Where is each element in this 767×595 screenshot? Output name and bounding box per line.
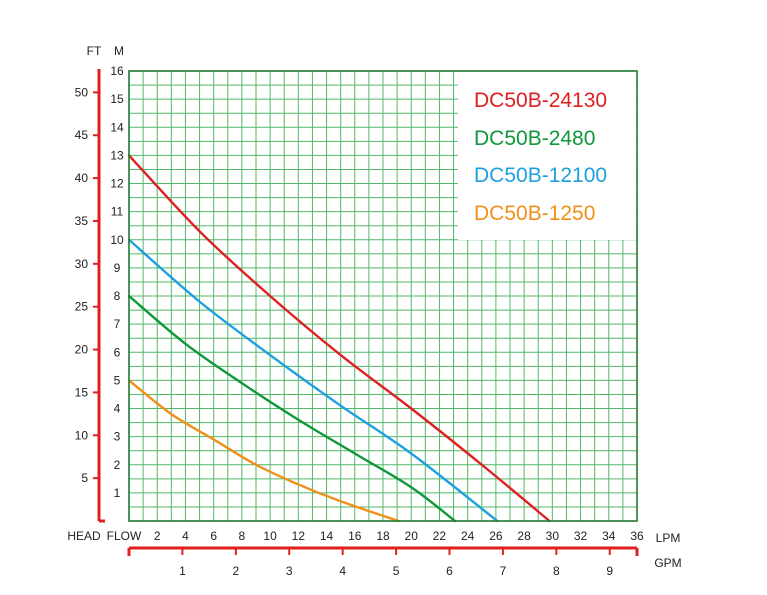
curve-dc50b-1250 <box>127 379 400 523</box>
legend: DC50B-24130 DC50B-2480 DC50B-12100 DC50B-12… <box>474 89 607 225</box>
m-tick-label: 14 <box>110 120 124 134</box>
gpm-tick-label: 3 <box>286 564 293 578</box>
lpm-tick-label: 28 <box>517 529 531 543</box>
m-tick-label: 7 <box>114 317 121 331</box>
lpm-tick-label: 32 <box>574 529 588 543</box>
legend-background <box>458 72 636 240</box>
plot-frame <box>128 70 638 522</box>
gpm-unit-label: GPM <box>654 556 681 570</box>
m-tick-label: 2 <box>114 458 121 472</box>
m-tick-label: 4 <box>114 402 121 416</box>
legend-item-dc50b-12100: DC50B-12100 <box>474 164 607 187</box>
lpm-tick-label: 20 <box>405 529 419 543</box>
m-tick-label: 15 <box>110 92 124 106</box>
performance-curves <box>127 154 551 523</box>
gpm-tick-label: 8 <box>553 564 560 578</box>
lpm-tick-label: 24 <box>461 529 475 543</box>
gpm-tick-label: 1 <box>179 564 186 578</box>
m-tick-label: 9 <box>114 261 121 275</box>
legend-item-dc50b-1250: DC50B-1250 <box>474 202 595 225</box>
lpm-tick-label: 30 <box>546 529 560 543</box>
ft-tick-label: 35 <box>75 214 89 228</box>
lpm-tick-label: 16 <box>348 529 362 543</box>
ft-tick-label: 25 <box>75 300 89 314</box>
m-tick-label: 3 <box>114 430 121 444</box>
ft-tick-label: 45 <box>75 128 89 142</box>
ft-unit-label: FT <box>87 44 102 58</box>
lpm-tick-label: 10 <box>263 529 277 543</box>
m-unit-label: M <box>114 44 124 58</box>
head-label: HEAD <box>67 529 101 543</box>
lpm-tick-label: 14 <box>320 529 334 543</box>
lpm-tick-label: 34 <box>602 529 616 543</box>
ft-tick-label: 15 <box>75 385 89 399</box>
gpm-tick-label: 4 <box>339 564 346 578</box>
curve-dc50b-12100 <box>127 238 499 523</box>
m-tick-label: 11 <box>111 205 124 219</box>
lpm-tick-label: 22 <box>433 529 447 543</box>
flow-label: FLOW <box>107 529 142 543</box>
m-tick-label: 10 <box>110 233 124 247</box>
m-tick-label: 16 <box>110 64 124 78</box>
m-tick-label: 8 <box>114 289 121 303</box>
plot-border <box>128 70 638 522</box>
gpm-tick-label: 7 <box>500 564 507 578</box>
m-tick-label: 1 <box>114 486 121 500</box>
gpm-tick-label: 2 <box>232 564 239 578</box>
lpm-tick-label: 26 <box>489 529 503 543</box>
legend-item-dc50b-24130: DC50B-24130 <box>474 89 607 112</box>
ft-tick-label: 20 <box>75 343 89 357</box>
ft-tick-label: 30 <box>75 257 89 271</box>
lpm-unit-label: LPM <box>656 531 681 545</box>
gpm-tick-label: 5 <box>393 564 400 578</box>
gpm-tick-label: 9 <box>606 564 613 578</box>
legend-item-dc50b-2480: DC50B-2480 <box>474 127 595 150</box>
ft-tick-label: 5 <box>81 471 88 485</box>
m-tick-label: 12 <box>110 177 124 191</box>
m-tick-label: 5 <box>114 373 121 387</box>
lpm-tick-label: 2 <box>154 529 161 543</box>
m-tick-label: 6 <box>114 345 121 359</box>
ft-tick-label: 40 <box>75 171 89 185</box>
lpm-tick-label: 4 <box>182 529 189 543</box>
legend-box <box>458 72 636 240</box>
gpm-tick-label: 6 <box>446 564 453 578</box>
m-tick-label: 13 <box>110 148 124 162</box>
lpm-tick-label: 18 <box>376 529 390 543</box>
ft-tick-label: 50 <box>75 85 89 99</box>
lpm-tick-label: 36 <box>630 529 644 543</box>
lpm-tick-label: 12 <box>292 529 306 543</box>
ft-tick-label: 10 <box>75 428 89 442</box>
lpm-tick-label: 8 <box>239 529 246 543</box>
curve-dc50b-2480 <box>127 294 457 523</box>
curve-dc50b-24130 <box>127 154 551 523</box>
lpm-tick-label: 6 <box>210 529 217 543</box>
